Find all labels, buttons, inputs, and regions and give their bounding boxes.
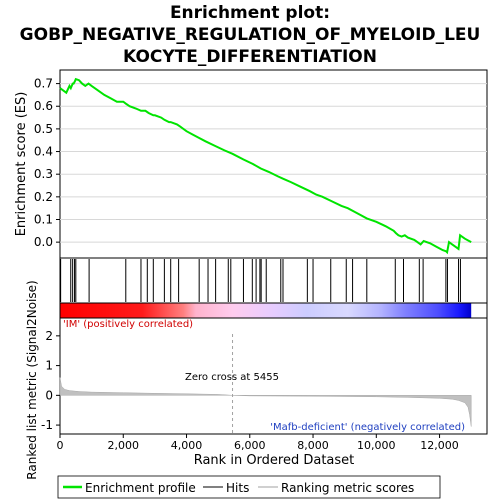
legend-metric-label: Ranking metric scores (281, 481, 414, 495)
chart-title-line1: Enrichment plot: (170, 3, 330, 23)
es-y-axis-ticks: 0.0 0.1 0.2 0.3 0.4 0.5 0.6 0.7 (34, 77, 60, 249)
es-y-tick-label: 0.7 (34, 77, 53, 91)
es-y-tick-label: 0.0 (34, 235, 53, 249)
ranking-metric-area (59, 377, 472, 427)
es-y-tick-label: 0.5 (34, 122, 53, 136)
chart-title-line2: GOBP_NEGATIVE_REGULATION_OF_MYELOID_LEU (20, 25, 481, 45)
chart-title-line3: KOCYTE_DIFFERENTIATION (123, 47, 377, 67)
hit-markers (60, 259, 461, 302)
enrichment-profile-line (59, 77, 472, 255)
metric-y-tick-label: -1 (41, 418, 53, 432)
negative-correlation-label: 'Mafb-deficient' (negatively correlated) (270, 422, 465, 433)
metric-y-tick-label: 2 (45, 329, 53, 343)
positive-correlation-label: 'IM' (positively correlated) (63, 319, 193, 330)
metric-x-axis-ticks: 0 2,000 4,000 6,000 8,000 10,000 12,000 (57, 434, 459, 452)
x-tick-label: 12,000 (420, 439, 459, 452)
x-tick-label: 6,000 (234, 439, 266, 452)
legend-enrichment-label: Enrichment profile (85, 481, 196, 495)
metric-y-axis-label: Ranked list metric (Signal2Noise) (25, 280, 39, 479)
es-y-tick-label: 0.4 (34, 145, 53, 159)
x-tick-label: 2,000 (108, 439, 140, 452)
zero-cross-label: Zero cross at 5455 (185, 372, 279, 383)
hits-panel-frame (59, 257, 488, 304)
x-tick-label: 4,000 (171, 439, 203, 452)
es-y-tick-label: 0.2 (34, 190, 53, 204)
legend-frame (57, 475, 441, 499)
x-axis-label: Rank in Ordered Dataset (194, 453, 355, 468)
x-tick-label: 10,000 (357, 439, 396, 452)
es-y-tick-label: 0.1 (34, 212, 53, 226)
x-tick-label: 0 (57, 439, 64, 452)
legend: Enrichment profile Hits Ranking metric s… (57, 475, 441, 499)
x-tick-label: 8,000 (297, 439, 329, 452)
metric-y-axis-ticks: -1 0 1 2 (41, 329, 60, 432)
legend-hits-label: Hits (226, 481, 249, 495)
metric-panel-frame (59, 317, 488, 435)
metric-y-tick-label: 0 (45, 388, 53, 402)
es-y-tick-label: 0.6 (34, 99, 53, 113)
es-y-tick-label: 0.3 (34, 167, 53, 181)
es-panel-frame (59, 69, 488, 259)
metric-y-tick-label: 1 (45, 359, 53, 373)
ranked-list-colorbar (60, 303, 472, 318)
es-y-axis-label: Enrichment score (ES) (14, 92, 29, 237)
